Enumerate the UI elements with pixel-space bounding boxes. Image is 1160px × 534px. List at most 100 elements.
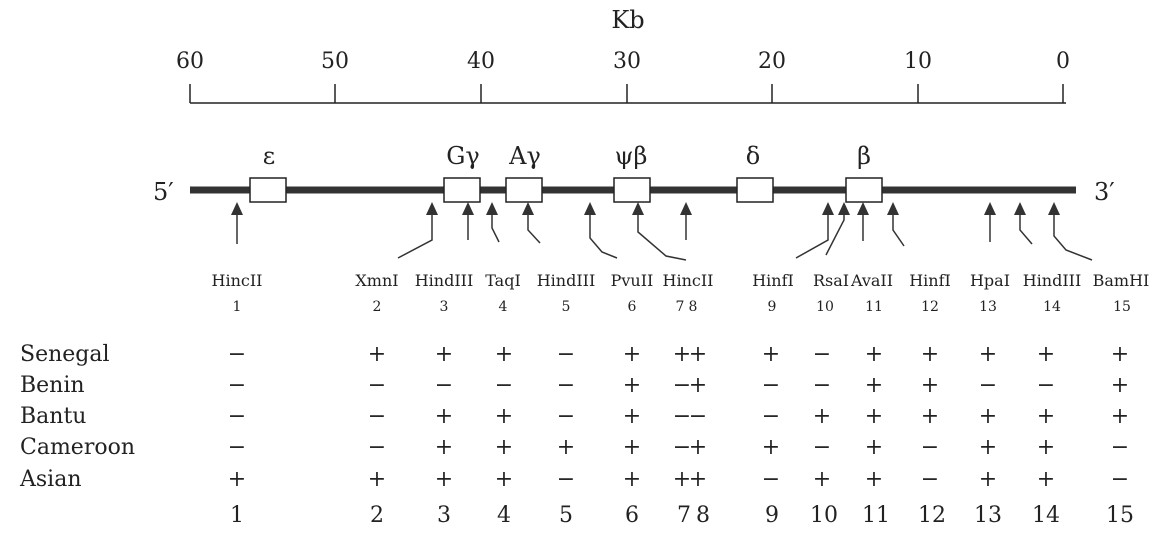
- enzyme-label: TaqI: [485, 271, 521, 290]
- site-arrow-line: [795, 212, 829, 259]
- bottom-site-number: 7: [677, 503, 691, 528]
- scale-tick-label: 50: [321, 49, 349, 74]
- haplotype-mark: −: [228, 342, 246, 367]
- haplotype-mark: −: [689, 404, 707, 429]
- haplotype-mark: −: [813, 342, 831, 367]
- scale-tick-label: 20: [758, 49, 786, 74]
- haplotype-mark: +: [1111, 373, 1129, 398]
- site-number: 15: [1113, 299, 1131, 315]
- site-number: 5: [562, 299, 571, 315]
- gene-label: Gγ: [446, 142, 480, 170]
- haplotype-mark: +: [495, 435, 513, 460]
- enzyme-label: AvaII: [850, 271, 893, 290]
- site-arrow-head: [462, 202, 474, 215]
- haplotype-mark: +: [865, 373, 883, 398]
- scale-unit: Kb: [611, 6, 644, 34]
- enzyme-label: HincII: [212, 271, 263, 290]
- haplotype-mark: +: [813, 404, 831, 429]
- haplotype-mark: −: [673, 435, 691, 460]
- site-arrow-line: [397, 212, 433, 259]
- scale-tick-label: 60: [176, 49, 204, 74]
- bottom-site-number: 5: [559, 503, 573, 528]
- haplotype-mark: +: [1111, 404, 1129, 429]
- site-number: 6: [628, 299, 637, 315]
- haplotype-mark: −: [368, 404, 386, 429]
- bottom-site-number: 8: [696, 503, 710, 528]
- scale-tick-label: 0: [1056, 49, 1070, 74]
- site-arrow-head: [584, 202, 596, 215]
- haplotype-mark: +: [495, 342, 513, 367]
- haplotype-mark: +: [979, 342, 997, 367]
- population-label: Asian: [19, 467, 82, 492]
- haplotype-mark: −: [228, 373, 246, 398]
- haplotype-mark: −: [813, 435, 831, 460]
- gene-label: ε: [263, 142, 275, 170]
- haplotype-mark: +: [921, 342, 939, 367]
- enzyme-label: HpaI: [970, 271, 1010, 290]
- haplotype-mark: −: [228, 404, 246, 429]
- population-label: Cameroon: [20, 435, 135, 460]
- gene-box: [443, 177, 481, 203]
- site-number: 13: [979, 299, 997, 315]
- population-label: Senegal: [20, 342, 110, 367]
- haplotype-mark: +: [1037, 342, 1055, 367]
- haplotype-mark: +: [1111, 342, 1129, 367]
- haplotype-mark: −: [1111, 435, 1129, 460]
- site-arrow-head: [231, 202, 243, 215]
- three-prime-label: 3′: [1094, 178, 1115, 206]
- bottom-site-number: 10: [810, 503, 838, 528]
- haplotype-mark: −: [762, 404, 780, 429]
- haplotype-mark: −: [673, 373, 691, 398]
- haplotype-table: Senegal − + + + − + ++ + − + + + + +Benin − − − − − + −+ − − + + −…: [19, 342, 1134, 528]
- haplotype-mark: +: [689, 467, 707, 492]
- bottom-site-number: 14: [1032, 503, 1060, 528]
- gene-box: [505, 177, 543, 203]
- site-arrow-head: [426, 202, 438, 215]
- restriction-site-labels: HincII 1 XmnI 2 HindIII 3 TaqI 4 HindIII 5 PvuII 6 H…: [212, 271, 1150, 315]
- bottom-site-number: 15: [1106, 503, 1134, 528]
- site-arrow-head: [1014, 202, 1026, 215]
- haplotype-mark: +: [673, 467, 691, 492]
- site-number: 11: [865, 299, 883, 315]
- site-arrow-head: [887, 202, 899, 215]
- site-arrow-line: [1053, 212, 1093, 261]
- scale-tick-label: 10: [904, 49, 932, 74]
- enzyme-label: XmnI: [355, 271, 398, 290]
- enzyme-label: HindIII: [415, 271, 474, 290]
- bottom-site-number: 2: [370, 503, 384, 528]
- haplotype-mark: −: [762, 467, 780, 492]
- site-arrow-head: [838, 202, 850, 215]
- gene-label: δ: [746, 142, 760, 170]
- haplotype-mark: +: [921, 373, 939, 398]
- gene-label: ψβ: [615, 142, 648, 170]
- site-number: 7: [676, 299, 685, 315]
- site-arrow-line: [1019, 212, 1033, 245]
- site-number: 9: [768, 299, 777, 315]
- enzyme-label: BamHI: [1093, 271, 1150, 290]
- site-arrow-line: [589, 212, 618, 259]
- bottom-site-number: 9: [765, 503, 779, 528]
- five-prime-label: 5′: [153, 178, 174, 206]
- enzyme-label: HindIII: [537, 271, 596, 290]
- haplotype-mark: −: [557, 342, 575, 367]
- haplotype-mark: +: [623, 373, 641, 398]
- enzyme-label: HinfI: [752, 271, 794, 290]
- haplotype-mark: +: [865, 435, 883, 460]
- site-number: 1: [233, 299, 242, 315]
- haplotype-mark: −: [762, 373, 780, 398]
- haplotype-mark: +: [813, 467, 831, 492]
- bottom-site-number: 13: [974, 503, 1002, 528]
- haplotype-mark: +: [979, 404, 997, 429]
- haplotype-mark: −: [435, 373, 453, 398]
- haplotype-mark: +: [865, 342, 883, 367]
- haplotype-mark: −: [368, 373, 386, 398]
- haplotype-mark: +: [921, 404, 939, 429]
- haplotype-mark: −: [1111, 467, 1129, 492]
- haplotype-mark: +: [435, 342, 453, 367]
- haplotype-mark: −: [979, 373, 997, 398]
- site-arrow-head: [857, 202, 869, 215]
- haplotype-mark: −: [557, 467, 575, 492]
- restriction-site-arrows: [231, 202, 1093, 261]
- site-arrow-head: [984, 202, 996, 215]
- haplotype-mark: −: [921, 435, 939, 460]
